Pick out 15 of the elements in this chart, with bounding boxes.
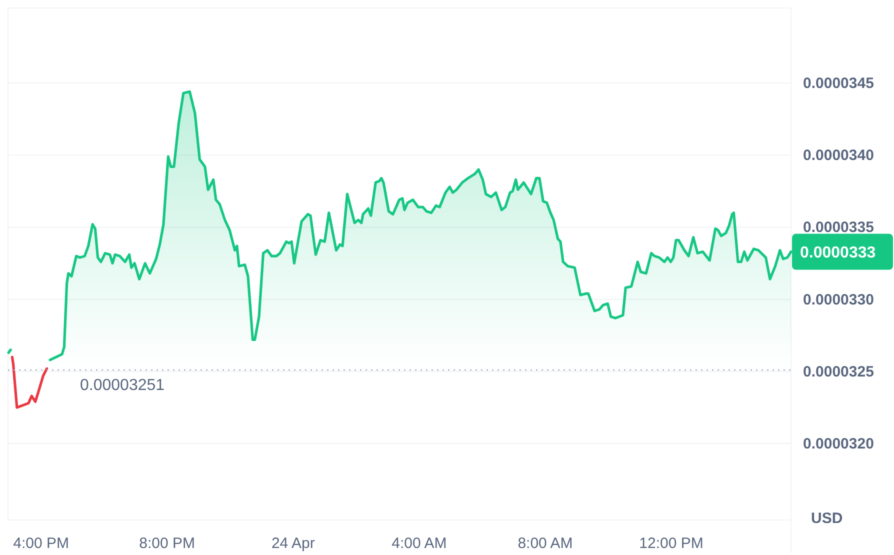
y-tick-label: 0.0000320 [803,436,874,453]
text: 0.0000333 [800,244,876,262]
y-tick-label: 0.0000345 [803,74,874,92]
x-tick-label: 12:00 PM [639,535,704,552]
x-tick-label: 8:00 AM [518,535,573,552]
y-axis-title: USD [811,510,843,527]
ref-line-label: 0.00003251 [80,377,165,394]
y-tick-label: 0.0000330 [803,291,874,308]
y-tick-label: 0.0000335 [803,219,874,236]
y-tick-label: 0.0000325 [803,363,874,380]
x-tick-label: 4:00 PM [13,535,70,552]
x-tick-label: 8:00 PM [139,535,196,552]
y-tick-label: 0.0000340 [803,147,874,164]
x-tick-label: 24 Apr [271,535,315,552]
x-tick-label: 4:00 AM [392,535,447,552]
